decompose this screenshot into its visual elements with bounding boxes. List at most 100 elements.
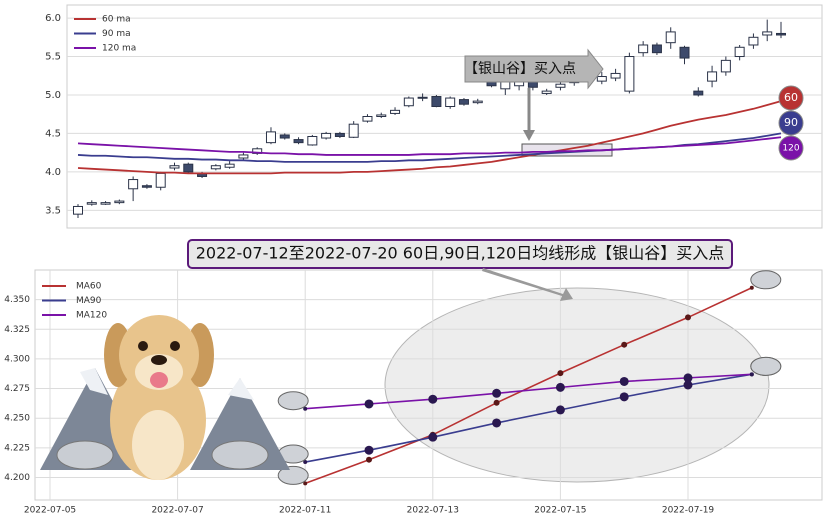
series-line [305, 373, 752, 463]
candle-body [693, 90, 704, 96]
candle-body [431, 96, 442, 108]
top-plot-frame [66, 4, 823, 229]
callout-title: 2022-07-12至2022-07-20 60日,90日,120日均线形成【银… [196, 244, 725, 263]
annotation-arrow [464, 48, 604, 90]
candle-body [417, 96, 428, 99]
bottom-chart: 4.200 4.225 4.250 4.275 4.300 4.325 4.350 2022-… [4, 270, 822, 516]
candle-body [472, 100, 483, 104]
callout-box [187, 239, 733, 269]
candle-body [348, 123, 359, 138]
candle-body [265, 131, 276, 144]
end-label: 90 [784, 116, 798, 129]
y-tick-label: 4.300 [4, 354, 30, 364]
candle-body [762, 31, 773, 36]
x-tick-label: 2022-07-19 [662, 506, 715, 516]
candle-body [293, 139, 304, 144]
x-tick-label: 2022-07-13 [407, 506, 459, 516]
snow [80, 368, 108, 395]
series-point [619, 392, 629, 402]
end-label-badge [778, 135, 804, 161]
end-label-badge [778, 110, 804, 136]
candle-body [720, 59, 731, 73]
series-point [683, 373, 693, 383]
series-point [428, 432, 438, 442]
dog-nose [151, 355, 167, 365]
x-tick-label: 2022-07-05 [24, 506, 76, 516]
candle-body [638, 44, 649, 54]
ingot [211, 440, 269, 470]
ma-line [77, 136, 782, 156]
end-label: 60 [784, 91, 798, 104]
series-point [493, 399, 500, 406]
series-point [492, 388, 502, 398]
mountain [190, 378, 290, 470]
series-point [303, 406, 308, 411]
series-point [557, 370, 564, 377]
x-tick-label: 2022-07-11 [279, 506, 331, 516]
y-tick-label: 5.5 [45, 52, 61, 63]
candle-body [128, 179, 139, 190]
highlight-ellipse [384, 287, 770, 483]
candle-body [610, 72, 621, 79]
candle-body [734, 46, 745, 58]
ingot [750, 356, 782, 376]
y-tick-label: 4.225 [4, 443, 30, 453]
candle-body [707, 71, 718, 82]
y-tick-label: 3.5 [45, 205, 61, 216]
candle-body [114, 200, 125, 204]
series-point [749, 372, 754, 377]
annotation: 【银山谷】买入点 [464, 61, 576, 77]
candle-body [183, 163, 194, 173]
x-tick-label: 2022-07-07 [151, 506, 203, 516]
y-tick-label: 4.350 [4, 295, 30, 305]
legend-label: 60 ma [102, 15, 131, 25]
y-tick-label: 4.0 [45, 167, 61, 178]
annotation-pointer-head [523, 130, 535, 141]
candle-body [555, 83, 566, 88]
callout: 2022-07-12至2022-07-20 60日,90日,120日均线形成【银… [187, 239, 733, 301]
series-line [304, 287, 753, 485]
legend-label: 90 ma [102, 29, 131, 39]
end-label-badge [778, 85, 804, 111]
candle-body [238, 154, 249, 159]
series-point [303, 460, 308, 465]
series-point [555, 382, 565, 392]
end-label: 120 [782, 144, 799, 154]
series-point [303, 481, 308, 486]
candle-body [665, 31, 676, 44]
y-tick-label: 6.0 [45, 13, 61, 24]
series-point [366, 456, 372, 463]
y-tick-label: 4.200 [4, 473, 30, 483]
series-point [364, 445, 374, 455]
candle-body [541, 90, 552, 94]
candle-body [100, 202, 111, 205]
series-point [621, 341, 628, 348]
candle-body [651, 44, 662, 54]
candle-body [679, 46, 690, 59]
candle-body [776, 32, 786, 36]
series-line [305, 373, 752, 410]
series-point [685, 314, 691, 321]
y-tick-label: 5.0 [45, 90, 61, 101]
candle-body [155, 172, 166, 188]
series-point [749, 285, 754, 290]
candle-body [362, 116, 373, 122]
candle-body [376, 114, 387, 117]
candle-body [307, 135, 318, 146]
dog-tongue [150, 372, 168, 388]
y-tick-label: 4.250 [4, 414, 30, 424]
series-point [555, 405, 565, 415]
series-point [364, 399, 374, 409]
dog-chest [132, 410, 184, 480]
candle-body [445, 97, 456, 108]
candle-body [748, 36, 759, 46]
candle-body [390, 109, 401, 114]
candle-body [624, 56, 635, 92]
dog-eye [170, 341, 180, 351]
ingot [277, 391, 309, 411]
series-point [428, 394, 438, 404]
candle-body [279, 134, 290, 139]
y-tick-label: 4.325 [4, 325, 30, 335]
candle-body [334, 132, 345, 137]
